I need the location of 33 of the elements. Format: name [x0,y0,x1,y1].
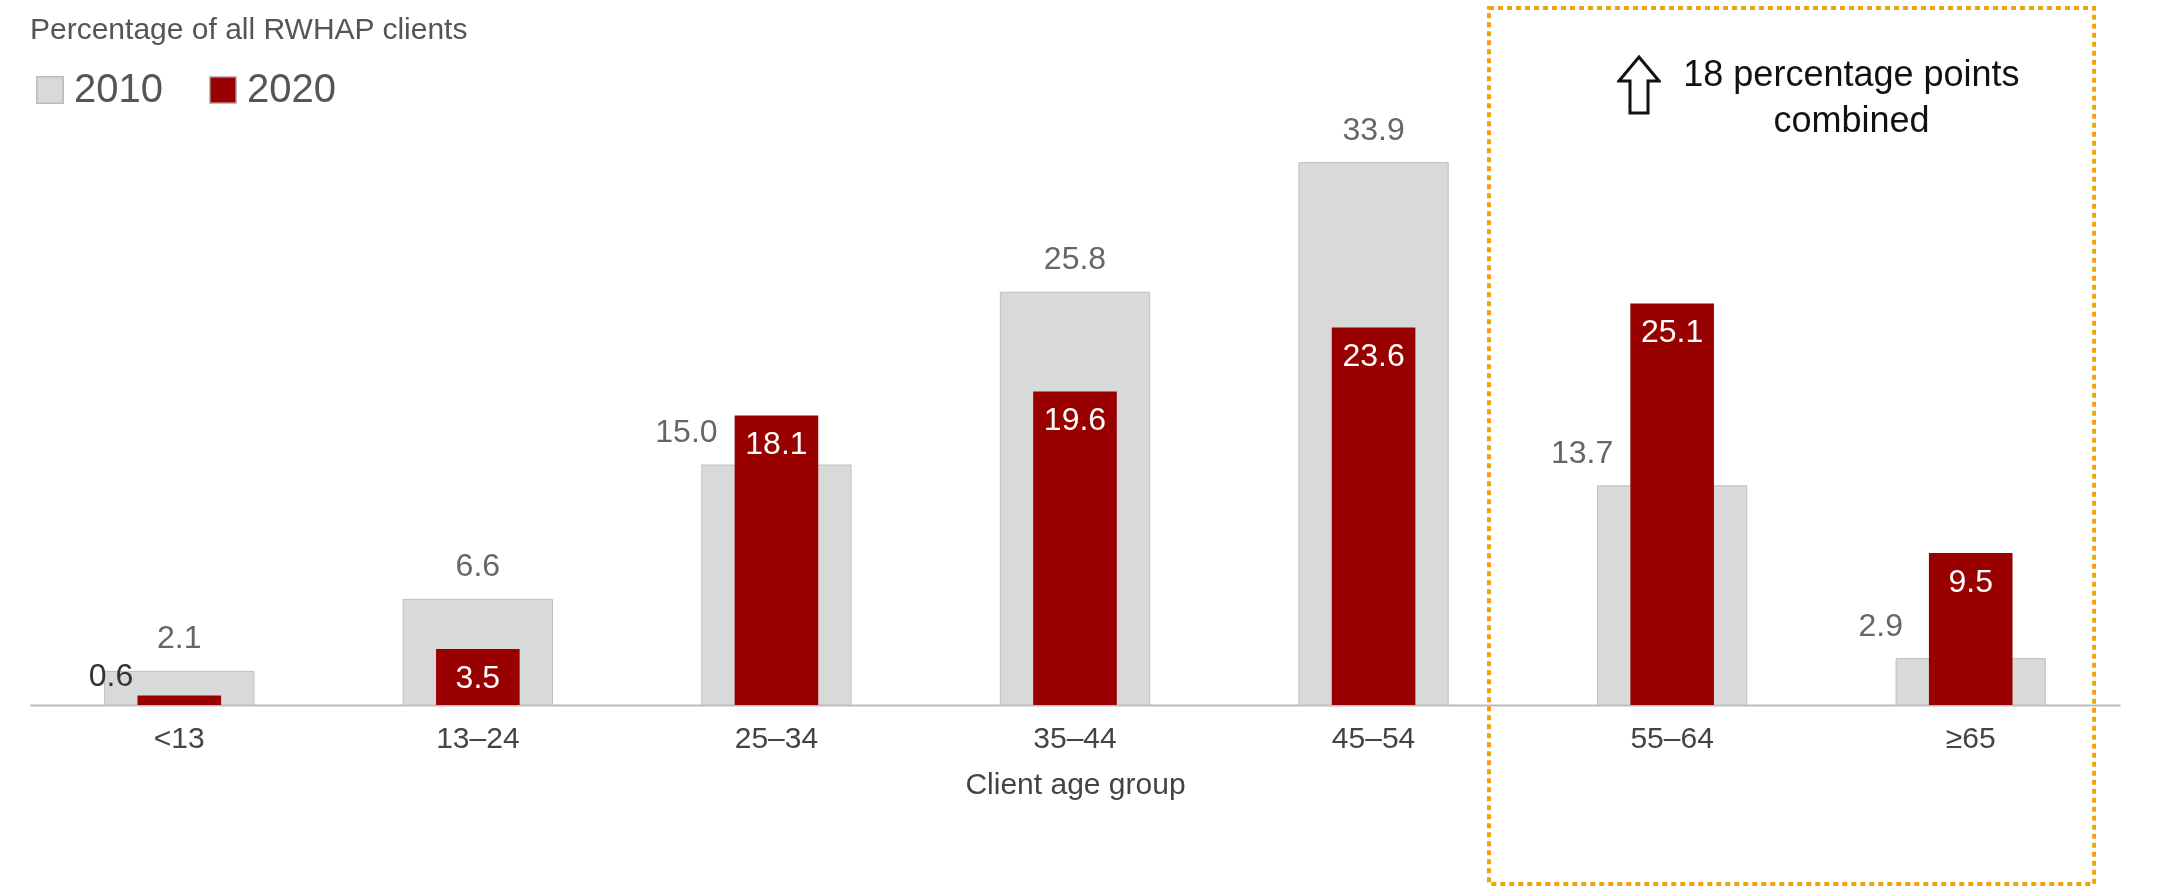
legend-label: 2010 [74,66,163,110]
legend-label: 2020 [247,66,336,110]
x-tick-label: 13–24 [436,720,520,754]
bar [1928,553,2013,705]
x-axis-title: Client age group [965,766,1186,800]
data-label: 13.7 [1551,433,1614,470]
bar [1331,327,1416,705]
x-tick-label: 45–54 [1331,720,1416,754]
data-label: 9.5 [1948,563,1993,599]
x-tick-label: 55–64 [1630,720,1714,754]
bar [137,695,222,705]
data-label: 18.1 [745,425,808,462]
x-tick-label: 25–34 [734,720,819,754]
bar [1630,303,1714,705]
data-label: 15.0 [655,413,718,449]
data-label: 33.9 [1342,110,1405,147]
x-tick-label: ≥65 [1945,720,1996,754]
data-label: 3.5 [455,659,501,695]
bar [734,415,819,705]
data-label: 19.6 [1043,401,1107,438]
y-axis-title: Percentage of all RWHAP clients [30,12,468,45]
data-label: 2.1 [157,619,202,656]
data-label: 25.8 [1043,240,1107,277]
data-label: 25.1 [1641,313,1704,350]
text: 18 percentage points combined [1683,53,2020,140]
x-tick-label: <13 [153,720,205,754]
bar [1033,391,1117,705]
data-label: 2.9 [1858,606,1903,643]
data-label: 6.6 [455,547,501,584]
x-tick-label: 35–44 [1033,720,1117,754]
bar [436,649,520,705]
data-label: 23.6 [1342,337,1405,374]
data-label: 0.6 [88,657,134,694]
